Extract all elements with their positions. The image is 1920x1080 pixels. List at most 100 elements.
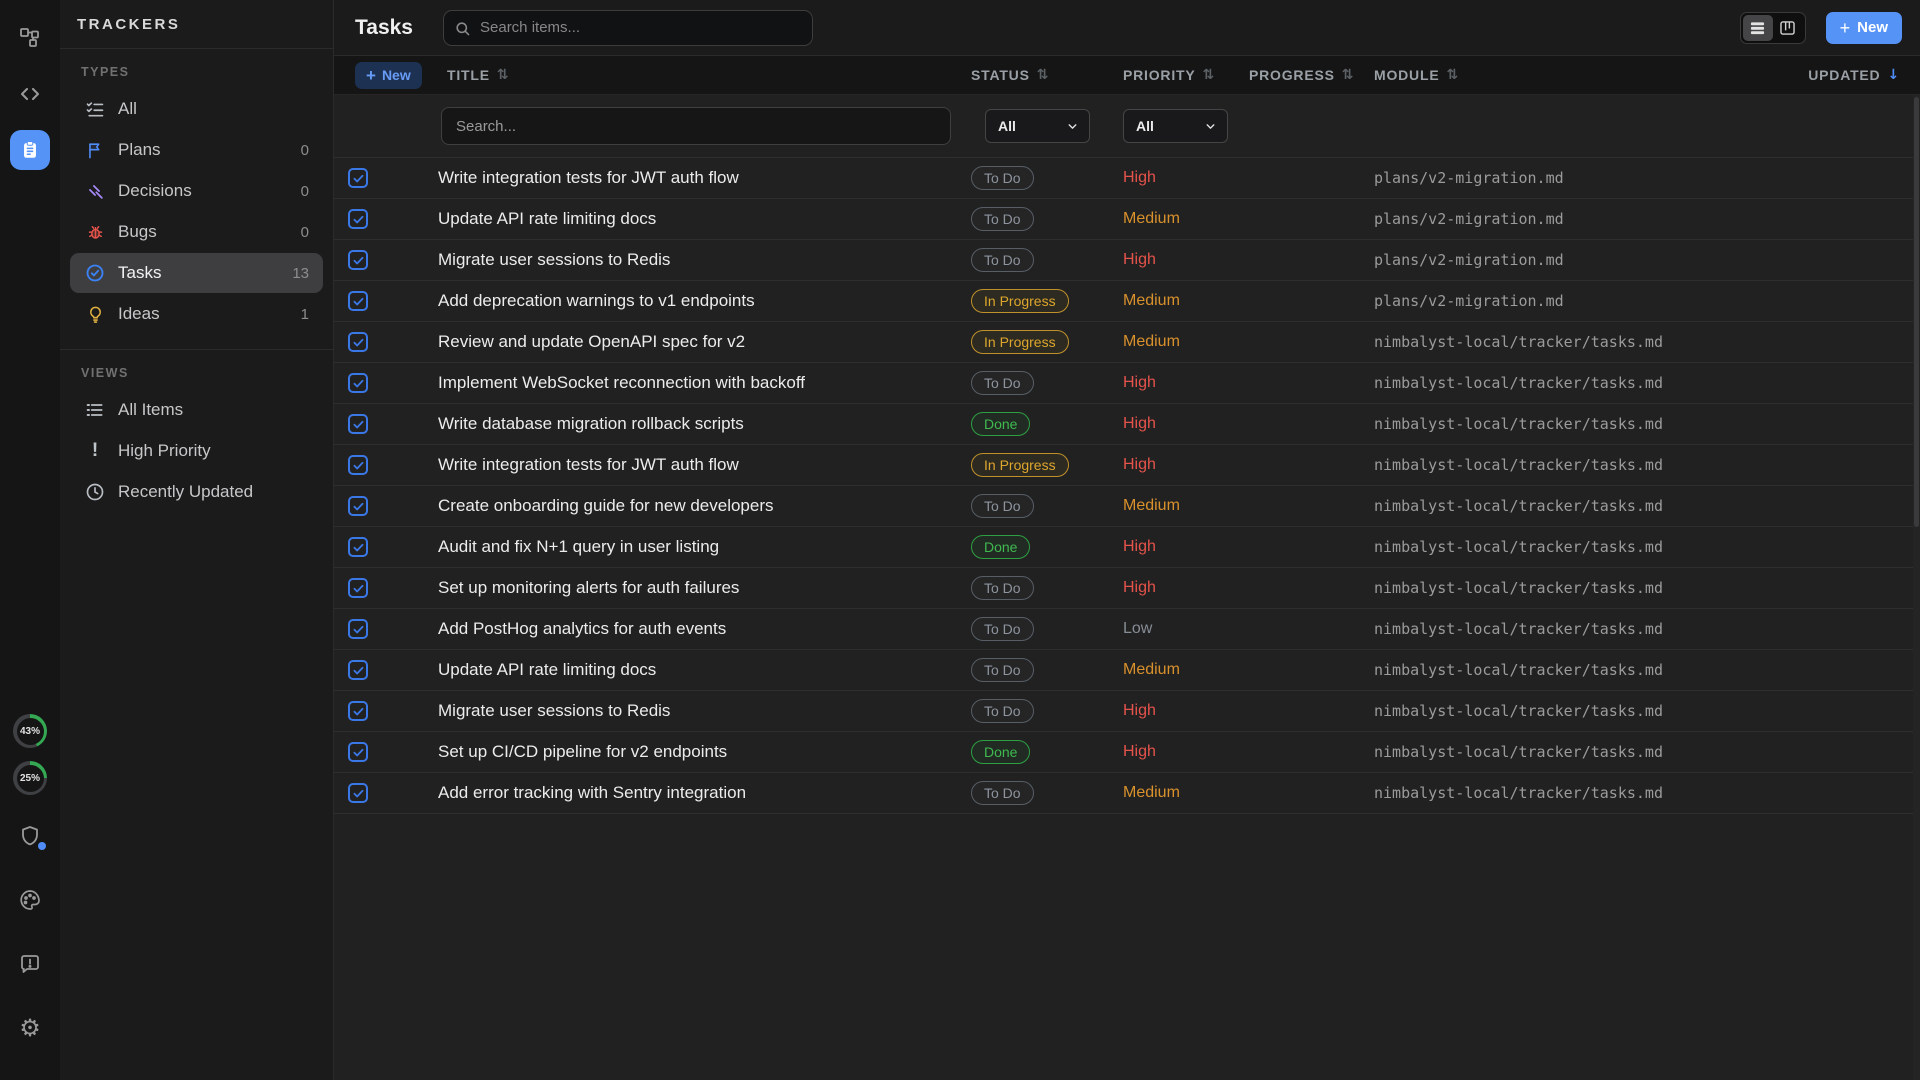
task-row[interactable]: Implement WebSocket reconnection with ba… xyxy=(334,363,1920,404)
table-search-input[interactable] xyxy=(441,107,951,145)
filter-row: All All xyxy=(334,95,1920,158)
task-checkbox[interactable] xyxy=(348,701,368,721)
main-panel: Tasks xyxy=(334,0,1920,1080)
progress-ring-2-label: 25% xyxy=(16,764,44,792)
code-icon[interactable] xyxy=(10,74,50,114)
task-row[interactable]: Add deprecation warnings to v1 endpoints… xyxy=(334,281,1920,322)
status-badge: To Do xyxy=(971,494,1034,518)
topbar: Tasks xyxy=(334,0,1920,56)
scrollbar-thumb[interactable] xyxy=(1914,97,1919,527)
task-row[interactable]: Create onboarding guide for new develope… xyxy=(334,486,1920,527)
progress-ring-2[interactable]: 25% xyxy=(13,761,47,795)
list-view-button[interactable] xyxy=(1742,14,1773,41)
task-title: Write database migration rollback script… xyxy=(438,414,744,433)
task-checkbox[interactable] xyxy=(348,496,368,516)
task-title: Review and update OpenAPI spec for v2 xyxy=(438,332,746,351)
gavel-icon xyxy=(84,180,106,202)
list-icon xyxy=(84,399,106,421)
settings-gear-icon[interactable]: ⚙ xyxy=(19,1014,41,1042)
lightbulb-icon xyxy=(84,303,106,325)
sidebar-item-decisions[interactable]: Decisions 0 xyxy=(70,171,323,211)
priority-filter-select[interactable]: All xyxy=(1123,109,1228,143)
status-badge: In Progress xyxy=(971,453,1069,477)
check-icon xyxy=(353,789,363,797)
check-icon xyxy=(353,297,363,305)
task-row[interactable]: Write integration tests for JWT auth flo… xyxy=(334,158,1920,199)
palette-icon[interactable] xyxy=(10,880,50,920)
task-row[interactable]: Add PostHog analytics for auth events To… xyxy=(334,609,1920,650)
task-row[interactable]: Update API rate limiting docs To Do Medi… xyxy=(334,199,1920,240)
task-row[interactable]: Set up CI/CD pipeline for v2 endpoints D… xyxy=(334,732,1920,773)
task-checkbox[interactable] xyxy=(348,783,368,803)
task-checkbox[interactable] xyxy=(348,414,368,434)
shield-icon[interactable] xyxy=(10,816,50,856)
module-path: nimbalyst-local/tracker/tasks.md xyxy=(1374,497,1663,515)
sidebar-item-high-priority[interactable]: ! High Priority xyxy=(70,431,323,471)
task-checkbox[interactable] xyxy=(348,455,368,475)
views-section-label: VIEWS xyxy=(81,366,129,380)
column-header-title[interactable]: TITLE ⇅ xyxy=(447,67,510,83)
task-checkbox[interactable] xyxy=(348,373,368,393)
status-filter-select[interactable]: All xyxy=(985,109,1090,143)
task-checkbox[interactable] xyxy=(348,578,368,598)
progress-ring-1[interactable]: 43% xyxy=(13,714,47,748)
task-row[interactable]: Write integration tests for JWT auth flo… xyxy=(334,445,1920,486)
task-checkbox[interactable] xyxy=(348,291,368,311)
search-input[interactable] xyxy=(443,9,813,46)
priority-label: High xyxy=(1123,538,1156,555)
chevron-down-icon xyxy=(1068,123,1077,129)
progress-ring-1-label: 43% xyxy=(16,717,44,745)
board-view-button[interactable] xyxy=(1773,15,1803,41)
task-checkbox[interactable] xyxy=(348,168,368,188)
sidebar-item-bugs[interactable]: Bugs 0 xyxy=(70,212,323,252)
new-item-button[interactable]: + New xyxy=(1825,11,1902,44)
task-row[interactable]: Audit and fix N+1 query in user listing … xyxy=(334,527,1920,568)
check-icon xyxy=(353,625,363,633)
task-checkbox[interactable] xyxy=(348,332,368,352)
sidebar-item-tasks[interactable]: Tasks 13 xyxy=(70,253,323,293)
sort-icon: ⇅ xyxy=(496,67,510,83)
task-row[interactable]: Migrate user sessions to Redis To Do Hig… xyxy=(334,240,1920,281)
new-button-label: New xyxy=(1857,19,1888,36)
item-count: 0 xyxy=(300,223,309,241)
task-row[interactable]: Set up monitoring alerts for auth failur… xyxy=(334,568,1920,609)
task-row[interactable]: Review and update OpenAPI spec for v2 In… xyxy=(334,322,1920,363)
column-header-priority[interactable]: PRIORITY ⇅ xyxy=(1123,67,1216,83)
task-checkbox[interactable] xyxy=(348,537,368,557)
column-header-module[interactable]: MODULE ⇅ xyxy=(1374,67,1459,83)
task-row[interactable]: Migrate user sessions to Redis To Do Hig… xyxy=(334,691,1920,732)
module-path: nimbalyst-local/tracker/tasks.md xyxy=(1374,702,1663,720)
task-checkbox[interactable] xyxy=(348,660,368,680)
sidebar-item-ideas[interactable]: Ideas 1 xyxy=(70,294,323,334)
task-checkbox[interactable] xyxy=(348,619,368,639)
task-row[interactable]: Update API rate limiting docs To Do Medi… xyxy=(334,650,1920,691)
task-title: Migrate user sessions to Redis xyxy=(438,701,671,720)
task-checkbox[interactable] xyxy=(348,742,368,762)
task-checkbox[interactable] xyxy=(348,250,368,270)
sidebar-item-all[interactable]: All xyxy=(70,89,323,129)
task-row[interactable]: Add error tracking with Sentry integrati… xyxy=(334,773,1920,814)
sort-icon: ⇅ xyxy=(1036,67,1050,83)
column-header-progress[interactable]: PROGRESS ⇅ xyxy=(1249,67,1355,83)
item-count: 1 xyxy=(300,305,309,323)
scrollbar[interactable] xyxy=(1913,95,1920,1080)
task-title: Audit and fix N+1 query in user listing xyxy=(438,537,720,556)
task-row[interactable]: Write database migration rollback script… xyxy=(334,404,1920,445)
column-header-status[interactable]: STATUS ⇅ xyxy=(971,67,1050,83)
bug-icon xyxy=(84,221,106,243)
module-path: nimbalyst-local/tracker/tasks.md xyxy=(1374,456,1663,474)
sidebar-item-recently-updated[interactable]: Recently Updated xyxy=(70,472,323,512)
sidebar-item-plans[interactable]: Plans 0 xyxy=(70,130,323,170)
priority-label: High xyxy=(1123,374,1156,391)
feedback-icon[interactable] xyxy=(10,944,50,984)
task-title: Implement WebSocket reconnection with ba… xyxy=(438,373,805,392)
task-checkbox[interactable] xyxy=(348,209,368,229)
tracker-app-icon[interactable] xyxy=(10,130,50,170)
sitemap-icon[interactable] xyxy=(10,18,50,58)
status-filter-value: All xyxy=(998,118,1016,134)
status-badge: In Progress xyxy=(971,289,1069,313)
board-view-icon xyxy=(1780,20,1795,35)
column-header-updated[interactable]: UPDATED ↓ xyxy=(1808,67,1900,83)
sidebar-item-all-items[interactable]: All Items xyxy=(70,390,323,430)
table-new-button[interactable]: + New xyxy=(355,61,422,89)
